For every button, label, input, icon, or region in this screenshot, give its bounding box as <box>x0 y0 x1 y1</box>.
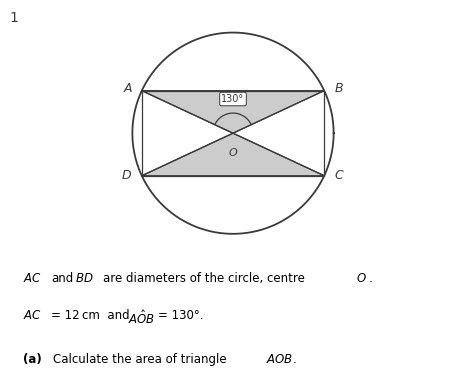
Text: Calculate the area of triangle: Calculate the area of triangle <box>53 353 227 366</box>
Text: $A\hat{O}B$: $A\hat{O}B$ <box>128 309 156 327</box>
Text: C: C <box>334 169 343 182</box>
Text: $BD$: $BD$ <box>75 272 93 285</box>
Text: B: B <box>334 82 343 95</box>
Text: $O$: $O$ <box>356 272 366 285</box>
Text: $AC$: $AC$ <box>23 272 42 285</box>
Text: (a): (a) <box>23 353 42 366</box>
Text: .: . <box>369 272 372 285</box>
Text: $AC$: $AC$ <box>23 309 42 322</box>
Text: and: and <box>51 272 74 285</box>
Text: = 12 cm  and: = 12 cm and <box>51 309 130 322</box>
Polygon shape <box>142 91 324 133</box>
Polygon shape <box>142 133 324 176</box>
Text: are diameters of the circle, centre: are diameters of the circle, centre <box>103 272 304 285</box>
Text: D: D <box>122 169 132 182</box>
Text: .: . <box>293 353 296 366</box>
Text: = 130°.: = 130°. <box>158 309 204 322</box>
Text: O: O <box>229 148 237 158</box>
Text: A: A <box>123 82 132 95</box>
Text: $AOB$: $AOB$ <box>266 353 293 366</box>
Text: 130°: 130° <box>221 94 245 104</box>
Text: 1: 1 <box>9 11 18 25</box>
